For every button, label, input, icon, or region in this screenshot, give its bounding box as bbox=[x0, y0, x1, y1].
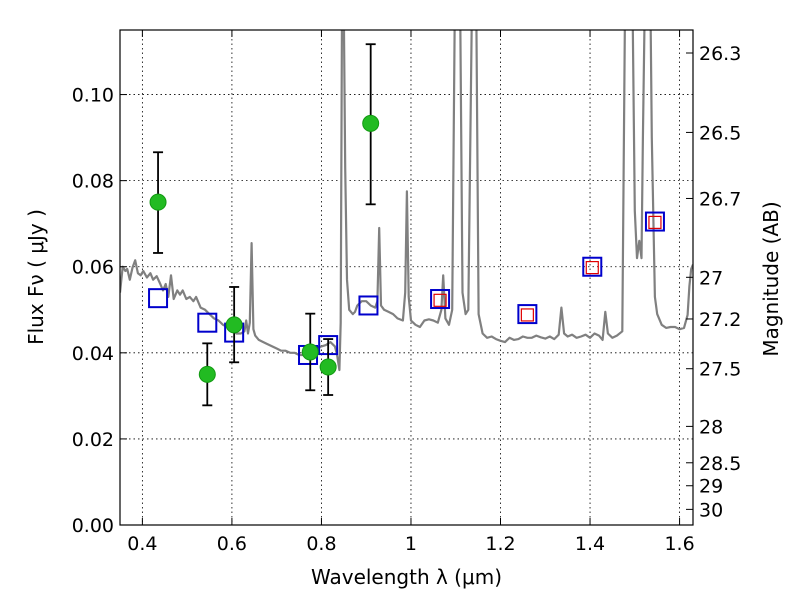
y-axis-ticks: 0.00 0.02 0.04 0.06 0.08 0.10 bbox=[72, 85, 127, 537]
right-axis-label: Magnitude (AB) bbox=[759, 201, 783, 356]
y-tick-label: 0.06 bbox=[72, 257, 114, 279]
red-square-marker bbox=[648, 215, 662, 230]
magnitude-tick-label: 26.3 bbox=[699, 43, 741, 65]
x-axis-label: Wavelength λ (μm) bbox=[311, 565, 502, 589]
red-square-marker bbox=[585, 261, 599, 275]
magnitude-tick-label: 29 bbox=[699, 476, 723, 498]
magnitude-tick-label: 28 bbox=[699, 416, 723, 438]
x-tick-label: 1 bbox=[405, 533, 417, 555]
observed-points bbox=[149, 43, 380, 407]
x-tick-label: 1.4 bbox=[575, 533, 605, 555]
blue-square-marker bbox=[148, 288, 169, 309]
y-tick-label: 0.10 bbox=[72, 85, 114, 107]
plot-area bbox=[120, 30, 693, 407]
blue-square-marker bbox=[644, 211, 665, 232]
x-axis-ticks: 0.4 0.6 0.8 1 1.2 1.4 1.6 bbox=[127, 30, 695, 555]
red-square-marker bbox=[433, 293, 447, 307]
x-tick-label: 1.2 bbox=[485, 533, 515, 555]
blue-square-marker bbox=[358, 295, 379, 316]
observed-point bbox=[362, 114, 380, 132]
blue-square-marker bbox=[582, 256, 603, 277]
observed-point bbox=[149, 193, 167, 211]
magnitude-tick-label: 27.2 bbox=[699, 309, 741, 331]
red-square-markers bbox=[433, 215, 662, 322]
x-tick-label: 0.4 bbox=[127, 533, 157, 555]
magnitude-tick-label: 26.7 bbox=[699, 188, 741, 210]
red-square-marker bbox=[520, 308, 534, 322]
blue-square-marker bbox=[197, 312, 218, 333]
magnitude-tick-label: 26.5 bbox=[699, 122, 741, 144]
x-tick-label: 0.8 bbox=[306, 533, 336, 555]
magnitude-tick-label: 28.5 bbox=[699, 453, 741, 475]
y-axis-label: Flux Fν ( μJy ) bbox=[24, 209, 48, 345]
observed-point bbox=[198, 365, 216, 383]
x-tick-label: 0.6 bbox=[217, 533, 247, 555]
x-tick-label: 1.6 bbox=[664, 533, 694, 555]
series-line-model-spectrum bbox=[120, 30, 693, 372]
y-tick-label: 0.02 bbox=[72, 429, 114, 451]
observed-point bbox=[301, 343, 319, 361]
y-tick-label: 0.00 bbox=[72, 515, 114, 537]
magnitude-tick-label: 27 bbox=[699, 267, 723, 289]
y-tick-label: 0.04 bbox=[72, 343, 114, 365]
observed-point bbox=[319, 358, 337, 376]
blue-square-marker bbox=[517, 304, 538, 325]
magnitude-tick-label: 30 bbox=[699, 499, 723, 521]
y-tick-label: 0.08 bbox=[72, 171, 114, 193]
observed-point bbox=[225, 316, 243, 334]
magnitude-tick-label: 27.5 bbox=[699, 359, 741, 381]
blue-square-marker bbox=[430, 289, 451, 310]
